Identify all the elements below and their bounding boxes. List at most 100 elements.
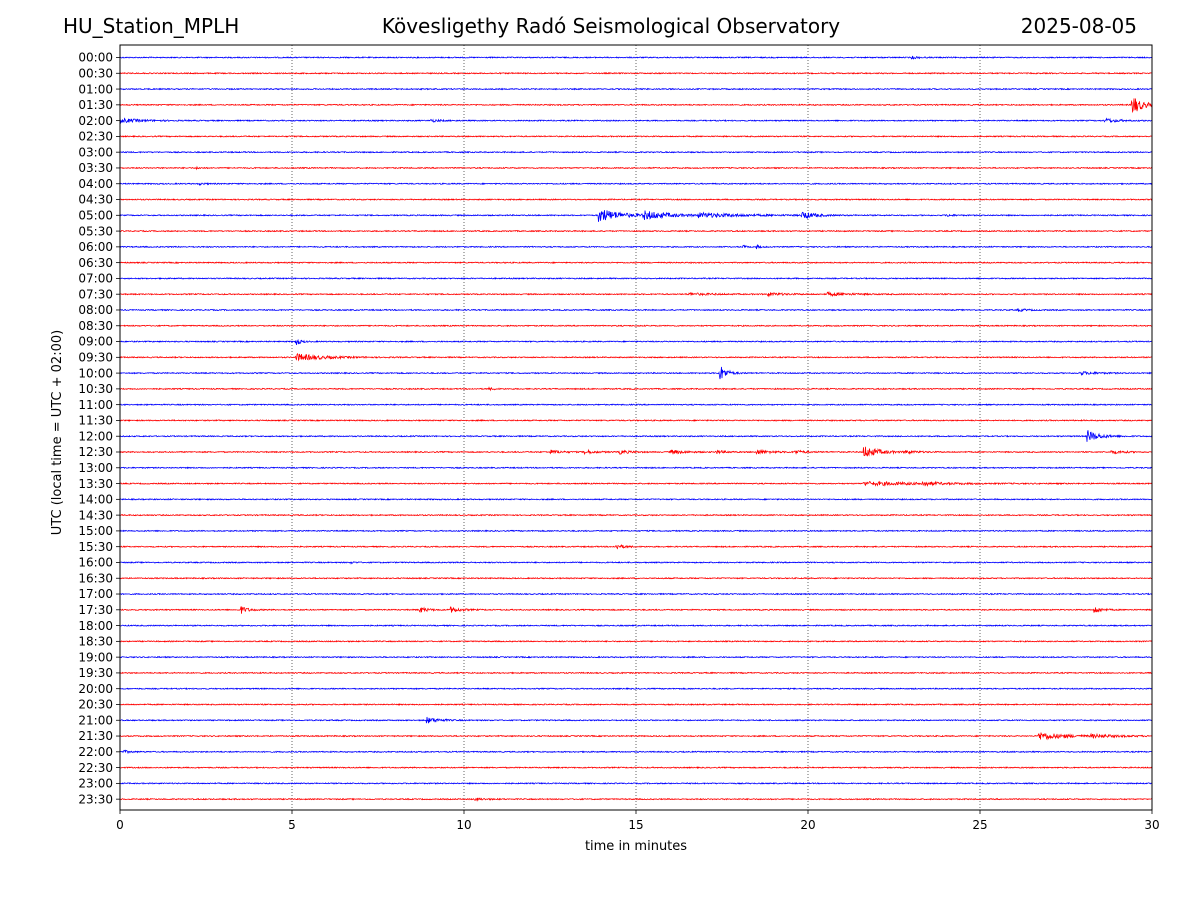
y-tick-label-2300: 23:00 — [78, 777, 113, 791]
y-tick-label-1630: 16:30 — [78, 571, 113, 585]
trace-0800 — [120, 308, 1152, 312]
x-axis-label: time in minutes — [585, 839, 687, 854]
y-tick-label-1500: 15:00 — [78, 524, 113, 538]
trace-0100 — [120, 87, 1152, 91]
trace-1530 — [120, 544, 1152, 550]
y-tick-label-0000: 00:00 — [78, 51, 113, 65]
y-tick-label-0800: 08:00 — [78, 303, 113, 317]
trace-0030 — [120, 71, 1152, 75]
trace-2030 — [120, 703, 1152, 706]
y-tick-label-0200: 02:00 — [78, 114, 113, 128]
trace-0300 — [120, 150, 1152, 154]
y-tick-label-1230: 12:30 — [78, 445, 113, 459]
y-tick-label-0600: 06:00 — [78, 240, 113, 254]
y-tick-label-0030: 00:30 — [78, 66, 113, 80]
y-tick-label-1930: 19:30 — [78, 666, 113, 680]
y-tick-label-2130: 21:30 — [78, 729, 113, 743]
trace-0530 — [120, 229, 1152, 233]
y-tick-label-0900: 09:00 — [78, 335, 113, 349]
trace-1630 — [120, 576, 1152, 580]
y-tick-label-2030: 20:30 — [78, 698, 113, 712]
y-tick-label-0430: 04:30 — [78, 193, 113, 207]
y-tick-label-0500: 05:00 — [78, 209, 113, 223]
trace-0000 — [120, 55, 1152, 60]
y-tick-label-0930: 09:30 — [78, 351, 113, 365]
y-tick-label-1030: 10:30 — [78, 382, 113, 396]
trace-1030 — [120, 386, 1152, 392]
y-tick-label-2330: 23:30 — [78, 792, 113, 806]
trace-1330 — [120, 480, 1152, 487]
trace-1930 — [120, 671, 1152, 675]
trace-2300 — [120, 781, 1152, 785]
trace-0500 — [120, 210, 1152, 222]
y-tick-label-1430: 14:30 — [78, 508, 113, 522]
y-tick-label-0730: 07:30 — [78, 287, 113, 301]
station-name: HU_Station_MPLH — [63, 14, 240, 38]
y-tick-label-0230: 02:30 — [78, 130, 113, 144]
trace-1500 — [120, 529, 1152, 533]
y-tick-label-1600: 16:00 — [78, 556, 113, 570]
y-tick-label-1530: 15:30 — [78, 540, 113, 554]
y-tick-label-1100: 11:00 — [78, 398, 113, 412]
trace-1900 — [120, 655, 1152, 659]
x-tick-label-10: 10 — [456, 818, 471, 832]
y-tick-label-1800: 18:00 — [78, 619, 113, 633]
y-tick-label-2230: 22:30 — [78, 761, 113, 775]
trace-2000 — [120, 687, 1152, 691]
trace-0200 — [120, 117, 1152, 124]
x-tick-label-0: 0 — [116, 818, 124, 832]
trace-1830 — [120, 639, 1152, 643]
y-tick-label-0700: 07:00 — [78, 272, 113, 286]
trace-0830 — [120, 324, 1152, 328]
trace-1000 — [120, 366, 1152, 380]
y-tick-label-1300: 13:00 — [78, 461, 113, 475]
trace-2330 — [120, 797, 1152, 802]
trace-2230 — [120, 766, 1152, 770]
x-tick-label-20: 20 — [800, 818, 815, 832]
trace-2200 — [120, 749, 1152, 755]
y-tick-label-1000: 10:00 — [78, 366, 113, 380]
trace-1300 — [120, 466, 1152, 470]
trace-0700 — [120, 276, 1152, 280]
trace-1200 — [120, 430, 1152, 442]
trace-0400 — [120, 182, 1152, 186]
trace-1600 — [120, 561, 1152, 565]
trace-1130 — [120, 419, 1152, 422]
trace-0630 — [120, 261, 1152, 265]
trace-0930 — [120, 353, 1152, 362]
y-tick-label-0830: 08:30 — [78, 319, 113, 333]
y-tick-label-2200: 22:00 — [78, 745, 113, 759]
y-tick-label-0630: 06:30 — [78, 256, 113, 270]
y-tick-label-1130: 11:30 — [78, 414, 113, 428]
y-tick-label-0300: 03:00 — [78, 145, 113, 159]
trace-0430 — [120, 198, 1152, 201]
y-tick-label-2000: 20:00 — [78, 682, 113, 696]
chart-title: Kövesligethy Radó Seismological Observat… — [381, 14, 841, 38]
x-tick-label-5: 5 — [288, 818, 296, 832]
trace-1430 — [120, 513, 1152, 517]
y-tick-label-1200: 12:00 — [78, 429, 113, 443]
trace-0600 — [120, 243, 1152, 250]
y-tick-label-1900: 19:00 — [78, 650, 113, 664]
trace-2100 — [120, 716, 1152, 724]
trace-0730 — [120, 290, 1152, 298]
y-tick-label-0400: 04:00 — [78, 177, 113, 191]
y-tick-label-1830: 18:30 — [78, 635, 113, 649]
y-tick-label-1700: 17:00 — [78, 587, 113, 601]
x-tick-label-25: 25 — [972, 818, 987, 832]
trace-1730 — [120, 606, 1152, 614]
x-tick-label-30: 30 — [1144, 818, 1159, 832]
trace-0900 — [120, 338, 1152, 346]
y-tick-label-0100: 01:00 — [78, 82, 113, 96]
x-tick-label-15: 15 — [628, 818, 643, 832]
y-tick-label-0330: 03:30 — [78, 161, 113, 175]
y-tick-label-2100: 21:00 — [78, 713, 113, 727]
trace-2130 — [120, 732, 1152, 741]
trace-0130 — [120, 98, 1152, 114]
trace-1230 — [120, 446, 1152, 457]
chart-date: 2025-08-05 — [1020, 14, 1137, 38]
trace-0230 — [120, 134, 1152, 138]
trace-1100 — [120, 403, 1152, 407]
trace-1700 — [120, 592, 1152, 596]
